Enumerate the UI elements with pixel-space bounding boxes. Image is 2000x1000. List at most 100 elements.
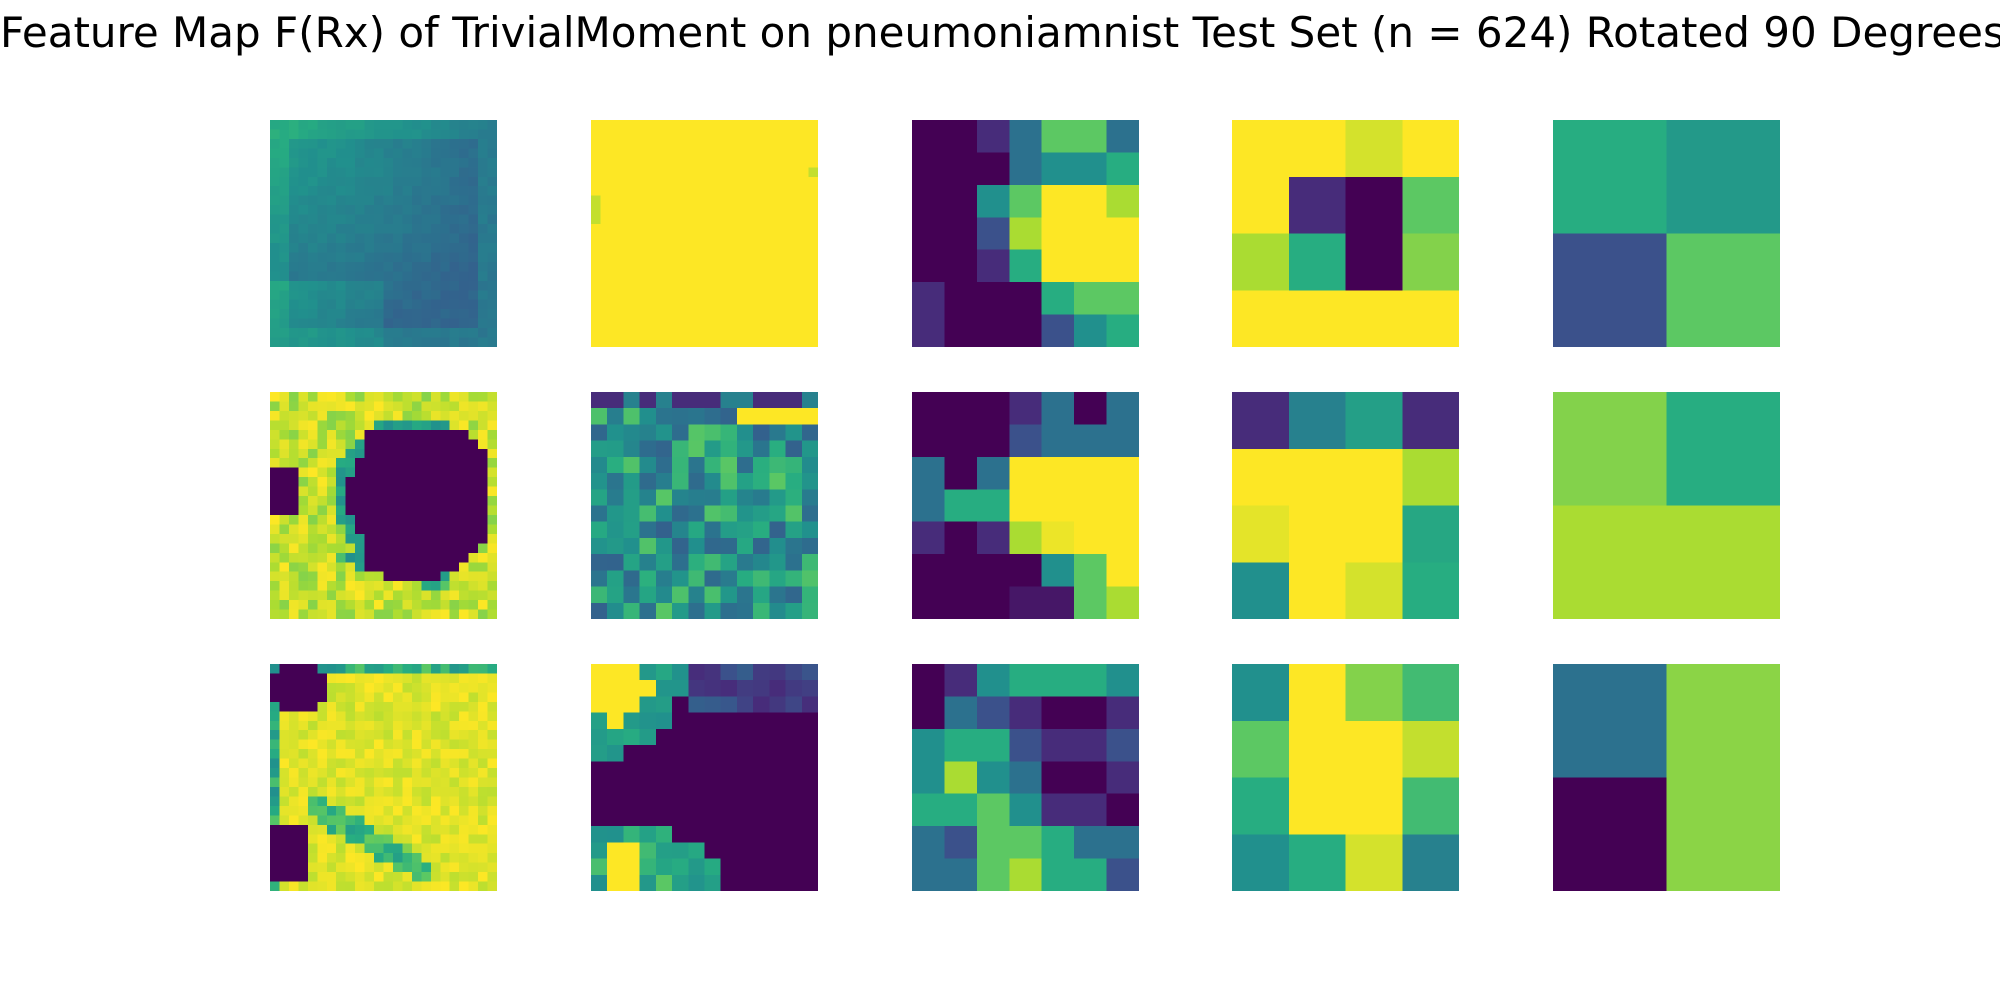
heatmap-cell: [478, 299, 489, 310]
heatmap-cell: [753, 696, 770, 714]
heatmap-cell: [326, 853, 337, 864]
heatmap-cell: [1288, 448, 1347, 507]
heatmap-cell: [449, 834, 460, 845]
heatmap-cell: [374, 881, 385, 891]
heatmap-cell: [307, 768, 318, 779]
heatmap-cell: [769, 505, 787, 523]
heatmap-cell: [279, 167, 290, 178]
heatmap-cell: [345, 862, 356, 873]
heatmap-cell: [591, 505, 608, 523]
heatmap-cell: [607, 521, 625, 539]
heatmap-cell: [468, 805, 479, 816]
heatmap-cell: [317, 664, 328, 675]
heatmap-cell: [770, 214, 781, 225]
heatmap-cell: [685, 299, 696, 310]
heatmap-cell: [402, 571, 413, 582]
heatmap-cell: [364, 309, 375, 320]
heatmap-cell: [430, 233, 441, 244]
heatmap-cell: [326, 834, 337, 845]
heatmap-cell: [723, 328, 734, 339]
heatmap-cell: [449, 682, 460, 693]
heatmap-cell: [402, 242, 413, 254]
heatmap-cell: [623, 826, 641, 843]
heatmap-cell: [279, 448, 290, 459]
heatmap-cell: [270, 749, 281, 760]
heatmap-cell: [440, 834, 451, 845]
heatmap-cell: [449, 280, 460, 291]
heatmap-cell: [326, 533, 337, 544]
heatmap-cell: [298, 448, 309, 459]
heatmap-cell: [753, 680, 770, 698]
heatmap-cell: [713, 176, 725, 187]
heatmap-cell: [374, 195, 385, 206]
heatmap-cell: [672, 408, 689, 426]
heatmap-cell: [392, 458, 404, 469]
heatmap-cell: [478, 120, 489, 131]
heatmap-cell: [402, 205, 413, 216]
heatmap-cell: [440, 768, 451, 779]
heatmap-cell: [770, 242, 781, 254]
heatmap-cell: [976, 664, 1010, 698]
heatmap-cell: [364, 664, 375, 675]
heatmap-cell: [676, 252, 687, 263]
heatmap-cell: [326, 271, 337, 282]
heatmap-cell: [307, 805, 318, 816]
heatmap-cell: [657, 176, 668, 187]
heatmap-cell: [976, 521, 1010, 555]
heatmap-cell: [421, 318, 432, 329]
heatmap-cell: [392, 318, 404, 329]
heatmap-cell: [657, 205, 668, 216]
heatmap-cell: [459, 862, 470, 873]
heatmap-cell: [364, 862, 375, 873]
heatmap-cell: [374, 730, 385, 741]
heatmap-cell: [647, 299, 658, 310]
heatmap-cell: [336, 796, 347, 807]
heatmap-cell: [459, 881, 470, 891]
heatmap-cell: [430, 872, 441, 883]
heatmap-cell: [623, 712, 641, 730]
heatmap-cell: [317, 233, 328, 244]
heatmap-cell: [808, 138, 818, 149]
heatmap-cell: [336, 242, 347, 254]
heatmap-cell: [449, 758, 460, 769]
heatmap-cell: [639, 842, 657, 860]
heatmap-cell: [364, 543, 375, 554]
heatmap-cell: [421, 786, 432, 798]
heatmap-cell: [769, 602, 787, 619]
heatmap-cell: [720, 777, 738, 795]
heatmap-cell: [723, 280, 734, 291]
heatmap-cell: [345, 730, 356, 741]
heatmap-cell: [468, 664, 479, 675]
heatmap-cell: [672, 680, 689, 698]
heatmap-cell: [336, 120, 347, 131]
heatmap-cell: [801, 826, 818, 843]
heatmap-cell: [279, 176, 290, 187]
heatmap-cell: [383, 543, 394, 554]
heatmap-cell: [591, 186, 602, 197]
heatmap-cell: [402, 261, 413, 272]
heatmap-cell: [609, 328, 620, 339]
heatmap-cell: [402, 843, 413, 854]
heatmap-cell: [672, 696, 689, 714]
heatmap-cell: [704, 505, 722, 523]
heatmap-cell: [421, 214, 432, 225]
heatmap-cell: [808, 261, 818, 272]
heatmap-cell: [298, 496, 309, 507]
heatmap-cell: [402, 157, 413, 168]
heatmap-cell: [600, 261, 611, 272]
heatmap-cell: [799, 242, 810, 254]
heatmap-cell: [753, 570, 770, 588]
heatmap-cell: [307, 242, 318, 254]
heatmap-cell: [732, 280, 743, 291]
feature-map-r2-c2: [912, 664, 1139, 891]
heatmap-cell: [421, 562, 432, 573]
heatmap-cell: [607, 456, 625, 474]
heatmap-cell: [279, 318, 290, 329]
heatmap-cell: [1009, 858, 1043, 891]
heatmap-cell: [326, 439, 337, 450]
heatmap-cell: [639, 424, 657, 442]
heatmap-cell: [317, 328, 328, 339]
heatmap-cell: [449, 242, 460, 254]
heatmap-cell: [639, 761, 657, 779]
heatmap-cell: [355, 739, 366, 750]
